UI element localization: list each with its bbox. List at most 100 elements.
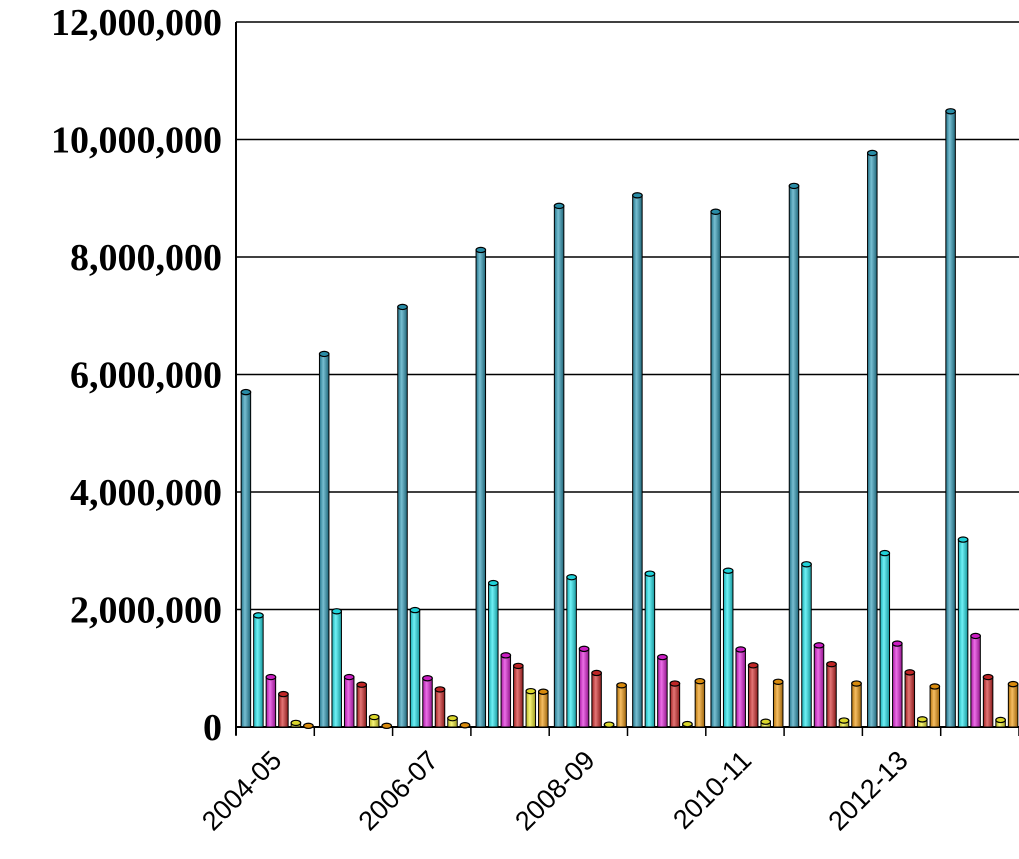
bar: [838, 717, 850, 728]
bar-body: [710, 211, 721, 728]
bar-cap: [434, 686, 446, 693]
bar: [735, 646, 747, 728]
bar-cap: [957, 536, 969, 543]
bar: [669, 680, 681, 728]
bar-cap: [826, 660, 837, 668]
bar: [397, 303, 408, 728]
bar-body: [735, 648, 746, 728]
bar-body: [566, 576, 577, 728]
bar: [603, 721, 615, 728]
bar-cap: [929, 683, 941, 690]
bar: [710, 208, 722, 728]
bar: [578, 645, 590, 728]
bar-cap: [397, 303, 408, 311]
bar-cap: [710, 208, 722, 215]
bar: [982, 673, 994, 728]
bar: [945, 108, 956, 728]
bar-cap: [788, 182, 800, 190]
bar-body: [616, 684, 627, 728]
bar: [801, 561, 812, 728]
bar-body: [657, 656, 668, 728]
y-axis-tick-labels: 0 2,000,000 4,000,000 6,000,000 8,000,000 10,…: [51, 2, 222, 749]
bar-body: [957, 539, 969, 728]
x-tick-label: 2004-05: [196, 745, 287, 836]
bar-body: [265, 676, 277, 728]
bar-cap: [475, 246, 487, 254]
bar-cap: [525, 687, 537, 695]
y-tick-label: 2,000,000: [70, 590, 222, 632]
bar: [722, 567, 734, 728]
x-tick-label: 2012-13: [823, 745, 914, 836]
bar-body: [318, 353, 330, 728]
bar-body: [801, 563, 812, 728]
bar-cap: [801, 561, 812, 568]
bar-cap: [657, 653, 668, 661]
x-axis-tick-labels: 2004-05 2006-07 2008-09 2010-11 2012-13: [196, 745, 914, 836]
bar-body: [343, 676, 355, 728]
axes: [235, 22, 1019, 736]
bar: [760, 718, 772, 728]
bar-body: [553, 205, 565, 728]
bar: [331, 608, 343, 728]
bar: [995, 716, 1006, 728]
bar: [657, 653, 668, 728]
x-tick-label: 2010-11: [667, 745, 757, 835]
bar-body: [434, 688, 446, 728]
bar-cap: [866, 149, 878, 157]
bar-cap: [891, 640, 903, 647]
bar-body: [591, 672, 602, 728]
bar-cap: [356, 681, 368, 688]
bar-cap: [512, 662, 524, 670]
bar: [500, 652, 512, 728]
bar-cap: [409, 606, 421, 614]
bar-body: [694, 680, 706, 728]
bar: [253, 612, 264, 728]
bar: [851, 680, 862, 728]
bar-body: [488, 582, 499, 728]
bar-body: [331, 610, 342, 728]
bar-body: [892, 643, 903, 728]
bar: [632, 192, 643, 728]
bar-cap: [735, 646, 747, 653]
bar-body: [851, 683, 862, 728]
bars: [240, 108, 1019, 730]
bar: [381, 722, 393, 730]
bar: [240, 388, 252, 728]
bar-cap: [240, 388, 252, 396]
bar: [879, 549, 891, 728]
y-tick-label: 10,000,000: [51, 120, 222, 162]
bar: [343, 673, 355, 728]
bar-body: [945, 110, 956, 728]
bar-body: [632, 194, 643, 728]
bar-cap: [760, 718, 772, 725]
bar-cap: [995, 716, 1006, 724]
bar-body: [500, 654, 512, 728]
bar-cap: [616, 682, 627, 689]
bar: [422, 675, 433, 728]
bar: [970, 632, 981, 728]
bar: [318, 350, 330, 728]
bar: [747, 662, 759, 728]
bar-cap: [772, 678, 784, 685]
bar: [566, 573, 577, 728]
y-tick-label: 4,000,000: [70, 472, 222, 514]
bar-cap: [487, 579, 499, 587]
bar: [616, 682, 627, 728]
bar: [591, 669, 602, 728]
bar-body: [240, 391, 252, 728]
bar-cap: [851, 680, 862, 687]
bar-body: [772, 681, 784, 728]
bar: [682, 720, 693, 728]
bar-cap: [982, 673, 994, 681]
bar-body: [929, 685, 941, 728]
bar-body: [513, 665, 524, 728]
bar-cap: [578, 645, 590, 653]
bar-cap: [603, 721, 615, 728]
bar-cap: [381, 722, 393, 730]
bar-body: [879, 552, 891, 728]
bar-cap: [591, 669, 602, 677]
bar-cap: [265, 673, 277, 681]
bar: [303, 722, 314, 730]
gridlines: [236, 21, 1019, 611]
